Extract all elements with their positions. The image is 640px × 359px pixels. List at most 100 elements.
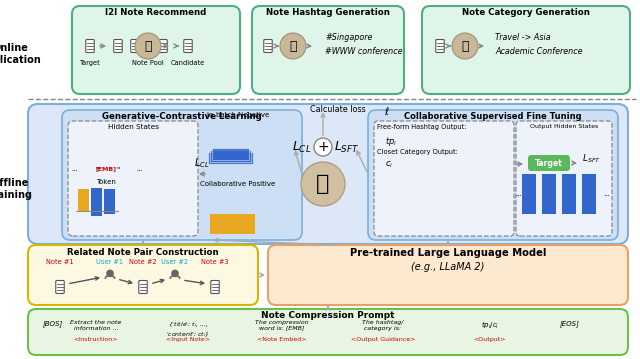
Text: Candidate: Candidate (171, 60, 205, 66)
Text: $L_{CL}$: $L_{CL}$ (194, 156, 210, 170)
FancyBboxPatch shape (211, 280, 220, 294)
Text: ...: ... (604, 191, 611, 197)
Text: [BOS]: [BOS] (43, 320, 63, 327)
FancyBboxPatch shape (114, 39, 122, 52)
FancyBboxPatch shape (56, 280, 64, 294)
Text: <Output>: <Output> (474, 337, 506, 342)
Text: I2I Note Recommend: I2I Note Recommend (106, 8, 207, 17)
Bar (104, 189, 115, 214)
FancyBboxPatch shape (436, 39, 444, 52)
FancyBboxPatch shape (28, 245, 258, 305)
Bar (210, 214, 255, 234)
Text: Target: Target (535, 159, 563, 168)
Bar (522, 174, 536, 214)
Text: $tp_i$: $tp_i$ (385, 135, 397, 148)
Text: ": " (116, 166, 120, 172)
Text: $tp_i/c_i$: $tp_i/c_i$ (481, 320, 499, 331)
Text: Target: Target (79, 60, 100, 66)
Text: $L_{SFT}$: $L_{SFT}$ (582, 153, 601, 165)
Text: Collaborative Supervised Fine Tuning: Collaborative Supervised Fine Tuning (404, 112, 582, 121)
FancyBboxPatch shape (264, 39, 272, 52)
FancyBboxPatch shape (68, 121, 198, 236)
Text: 🦙: 🦙 (144, 39, 152, 52)
Text: 🦙: 🦙 (461, 39, 468, 52)
Text: {'title': $t_i$, ...,
'content': $ct_i$}: {'title': $t_i$, ..., 'content': $ct_i$} (166, 320, 210, 339)
Text: The hashtag/
category is:: The hashtag/ category is: (362, 320, 404, 331)
Text: ...: ... (136, 166, 143, 172)
Circle shape (106, 270, 114, 277)
Circle shape (171, 270, 179, 277)
Text: $L_{SFT}$: $L_{SFT}$ (334, 139, 360, 155)
FancyBboxPatch shape (184, 39, 192, 52)
Text: $c_i$: $c_i$ (385, 160, 393, 171)
Bar (212, 148, 249, 160)
Text: ...: ... (516, 191, 522, 197)
Text: Related Note Pair Construction: Related Note Pair Construction (67, 248, 219, 257)
Text: User #2: User #2 (161, 259, 189, 265)
Text: Pre-trained Large Language Model: Pre-trained Large Language Model (350, 248, 546, 258)
FancyBboxPatch shape (28, 309, 628, 355)
FancyBboxPatch shape (28, 104, 628, 244)
Text: Note #2: Note #2 (129, 259, 157, 265)
Text: Note Compression Prompt: Note Compression Prompt (261, 311, 395, 320)
Circle shape (314, 138, 332, 156)
Bar (562, 174, 576, 214)
Text: <Input Note>: <Input Note> (166, 337, 210, 342)
FancyBboxPatch shape (72, 6, 240, 94)
FancyBboxPatch shape (516, 121, 612, 236)
Text: Hidden States: Hidden States (108, 124, 159, 130)
Text: Offline
Training: Offline Training (0, 178, 33, 200)
Text: +: + (317, 140, 329, 154)
Circle shape (135, 33, 161, 59)
Text: [EMB]: [EMB] (95, 167, 116, 172)
Text: Note Pool: Note Pool (132, 60, 164, 66)
Text: Note #3: Note #3 (201, 259, 228, 265)
Circle shape (452, 33, 478, 59)
Text: <Output Guidance>: <Output Guidance> (351, 337, 415, 342)
Text: <Note Embed>: <Note Embed> (257, 337, 307, 342)
FancyBboxPatch shape (139, 280, 147, 294)
Text: Collaborative Positive: Collaborative Positive (200, 181, 276, 187)
Text: $\ell$: $\ell$ (384, 105, 390, 117)
FancyBboxPatch shape (368, 110, 618, 240)
FancyBboxPatch shape (159, 39, 167, 52)
Text: Free-form Hashtag Output:: Free-form Hashtag Output: (377, 124, 467, 130)
Bar (542, 174, 556, 214)
Bar (582, 174, 596, 214)
Text: ": " (95, 166, 99, 172)
FancyBboxPatch shape (131, 39, 140, 52)
Bar (91, 188, 102, 216)
Text: #WWW conference: #WWW conference (325, 47, 403, 56)
Bar (78, 189, 89, 211)
Text: Extract the note
information ...: Extract the note information ... (70, 320, 122, 331)
Circle shape (301, 162, 345, 206)
Text: [EOS]: [EOS] (560, 320, 580, 327)
Text: <Instruction>: <Instruction> (74, 337, 118, 342)
Text: 🦙: 🦙 (316, 174, 330, 194)
FancyBboxPatch shape (268, 245, 628, 305)
Bar (208, 152, 253, 164)
Text: Calculate loss: Calculate loss (310, 105, 368, 114)
Text: Online
Application: Online Application (0, 43, 42, 65)
Text: User #1: User #1 (97, 259, 124, 265)
Text: ...: ... (72, 166, 78, 172)
Text: 🦙: 🦙 (289, 39, 297, 52)
Text: Note #1: Note #1 (46, 259, 74, 265)
Text: Note Category Generation: Note Category Generation (462, 8, 590, 17)
Circle shape (280, 33, 306, 59)
FancyBboxPatch shape (422, 6, 630, 94)
Text: Closet Category Output:: Closet Category Output: (377, 149, 458, 155)
Text: The compression
word is: [EMB]: The compression word is: [EMB] (255, 320, 309, 331)
Text: Academic Conference: Academic Conference (495, 47, 582, 56)
Text: $L_{CL}$: $L_{CL}$ (292, 139, 312, 155)
FancyBboxPatch shape (62, 110, 302, 240)
Text: (e.g., LLaMA 2): (e.g., LLaMA 2) (412, 262, 484, 272)
Text: Generative-Contrastive Learning: Generative-Contrastive Learning (102, 112, 262, 121)
FancyBboxPatch shape (252, 6, 404, 94)
FancyBboxPatch shape (86, 39, 94, 52)
Text: Travel -> Asia: Travel -> Asia (495, 33, 550, 42)
Text: In-batch Negative: In-batch Negative (207, 112, 269, 118)
Text: Output Hidden States: Output Hidden States (530, 124, 598, 129)
Text: Token: Token (96, 179, 116, 185)
Text: Note Hashtag Generation: Note Hashtag Generation (266, 8, 390, 17)
